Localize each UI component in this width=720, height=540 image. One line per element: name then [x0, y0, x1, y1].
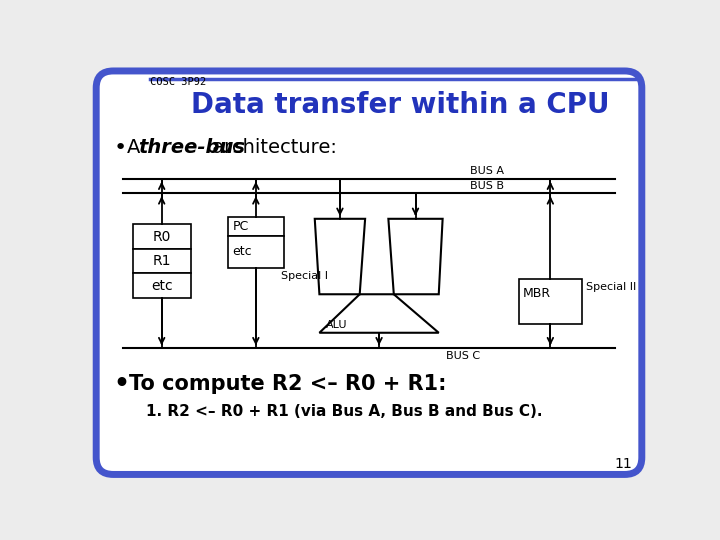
Bar [518, 279, 582, 323]
Text: etc: etc [233, 245, 252, 259]
Text: •: • [113, 138, 127, 158]
Bar [132, 273, 191, 298]
Text: COSC 3P92: COSC 3P92 [150, 77, 207, 87]
Text: A: A [127, 138, 147, 158]
Bar [132, 249, 191, 273]
Text: ALU: ALU [325, 320, 347, 330]
Text: To compute R2 <– R0 + R1:: To compute R2 <– R0 + R1: [129, 374, 446, 394]
Text: 11: 11 [615, 457, 632, 471]
Text: three-bus: three-bus [138, 138, 245, 158]
FancyBboxPatch shape [96, 71, 642, 475]
Text: etc: etc [151, 279, 173, 293]
Text: R0: R0 [153, 230, 171, 244]
Text: R1: R1 [153, 254, 171, 268]
Text: BUS C: BUS C [446, 351, 481, 361]
Text: architecture:: architecture: [206, 138, 337, 158]
Bar [228, 236, 284, 268]
Text: 1. R2 <– R0 + R1 (via Bus A, Bus B and Bus C).: 1. R2 <– R0 + R1 (via Bus A, Bus B and B… [145, 404, 542, 419]
Text: PC: PC [233, 220, 249, 233]
Text: BUS B: BUS B [469, 181, 504, 191]
Text: Special II: Special II [586, 282, 636, 292]
Bar [228, 217, 284, 236]
Text: •: • [113, 373, 130, 396]
Bar [132, 224, 191, 249]
Text: Special I: Special I [281, 271, 328, 281]
Text: MBR: MBR [523, 287, 552, 300]
Text: BUS A: BUS A [469, 166, 504, 177]
Text: Data transfer within a CPU: Data transfer within a CPU [191, 91, 609, 119]
